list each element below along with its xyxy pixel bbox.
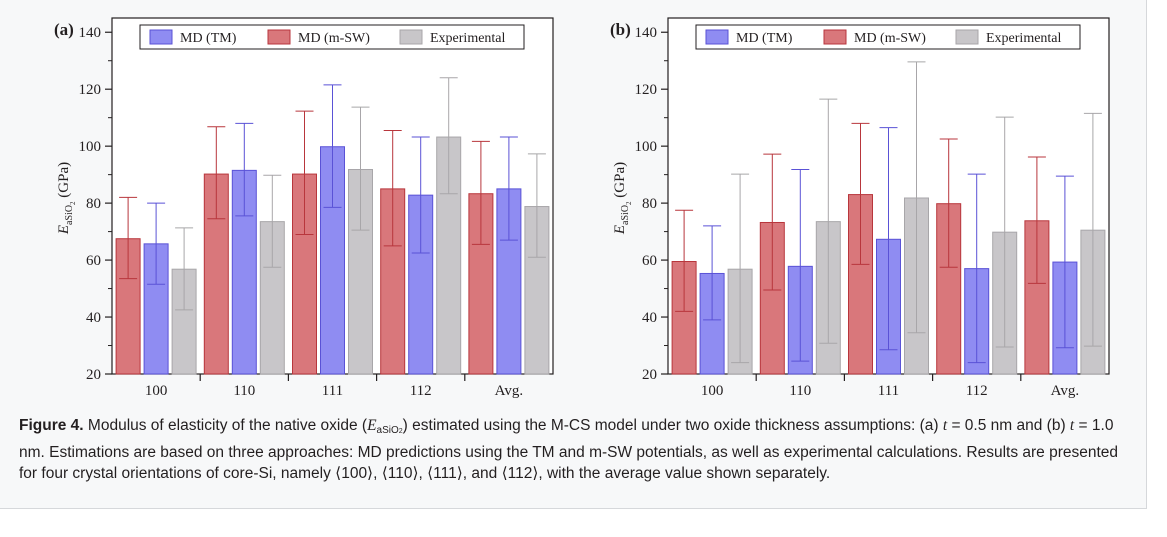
bar-group	[936, 138, 962, 375]
caption-math-e: E	[367, 417, 377, 434]
bar-group	[815, 98, 841, 375]
x-category-label: 112	[410, 383, 432, 399]
legend-swatch	[149, 29, 173, 45]
x-category-label: 110	[789, 383, 811, 399]
legend-swatch	[267, 29, 291, 45]
bar-group	[671, 209, 697, 375]
legend-swatch	[823, 29, 847, 45]
bar-group	[727, 173, 753, 375]
bar-group	[203, 126, 229, 375]
caption-figure-label: Figure 4.	[19, 417, 84, 434]
bar-group	[964, 173, 990, 375]
y-tick-label: 60	[86, 253, 101, 269]
bar-group	[408, 136, 434, 375]
bar-group	[259, 174, 285, 375]
figure-panel: 20 40 60 80 100 120 140 EaSiO2 (GPa) 100 110 111 11…	[0, 0, 1147, 509]
panel-label: (a)	[54, 20, 74, 39]
x-category-label: 112	[966, 383, 988, 399]
x-category-label: Avg.	[1051, 383, 1079, 399]
legend-label: MD (TM)	[180, 31, 237, 46]
y-axis-subscript: aSiO	[620, 205, 631, 225]
bar-group	[115, 196, 141, 375]
legend-label: Experimental	[986, 31, 1062, 46]
y-tick-label: 100	[79, 139, 102, 155]
bar	[759, 221, 785, 375]
y-tick-label: 120	[635, 82, 658, 98]
bar-group	[759, 153, 785, 375]
legend-box	[139, 24, 525, 50]
y-tick-label: 120	[79, 82, 102, 98]
bar-group	[320, 84, 345, 375]
caption-math-t2: t	[1069, 417, 1075, 434]
bar-group	[292, 110, 317, 375]
y-axis-title: EaSiO2 (GPa)	[612, 162, 633, 235]
bar-group	[848, 122, 873, 375]
caption-math-sub: aSiO2	[377, 425, 403, 436]
y-axis-unit: (GPa)	[612, 162, 628, 202]
y-tick-label: 100	[635, 139, 658, 155]
figure-caption: Figure 4. Modulus of elasticity of the n…	[19, 415, 1134, 484]
caption-text-2: ) estimated using the M-CS model under t…	[402, 417, 943, 434]
bar-group	[231, 122, 257, 375]
bar-group	[876, 127, 901, 375]
bar-group	[787, 169, 813, 375]
y-axis-subscript-index: 2	[625, 201, 633, 205]
panel-label: (b)	[610, 20, 631, 39]
y-axis-title: EaSiO2 (GPa)	[56, 162, 77, 235]
bar-group	[348, 106, 373, 375]
y-tick-label: 140	[635, 25, 658, 41]
legend-swatch	[399, 29, 423, 45]
legend-box	[695, 24, 1081, 50]
bar-group	[143, 202, 169, 375]
x-category-label: 111	[322, 383, 343, 399]
bar-group	[524, 153, 550, 375]
y-axis-subscript-index: 2	[69, 201, 77, 205]
caption-text-3: = 0.5 nm and (b)	[947, 417, 1070, 434]
caption-math-sub-text: aSiO	[376, 425, 399, 436]
x-category-label: 100	[701, 383, 724, 399]
bar-group	[1052, 175, 1078, 375]
caption-text-4: = 1.0 nm. Estimations are based on three…	[19, 417, 1119, 482]
y-tick-label: 80	[86, 196, 101, 212]
bar-group	[496, 136, 522, 375]
x-category-label: 100	[145, 383, 168, 399]
y-tick-label: 40	[642, 310, 657, 326]
bar-group	[436, 77, 462, 375]
caption-math-t1: t	[942, 417, 948, 434]
x-category-label: Avg.	[495, 383, 523, 399]
bar-group	[1024, 156, 1050, 375]
legend-label: MD (TM)	[736, 31, 793, 46]
y-tick-label: 80	[642, 196, 657, 212]
y-axis-subscript: aSiO	[64, 205, 75, 225]
bar-group	[1080, 112, 1106, 375]
bar-group	[380, 129, 406, 375]
caption-text-1: Modulus of elasticity of the native oxid…	[83, 417, 368, 434]
y-axis-symbol: E	[612, 225, 628, 235]
y-axis-symbol: E	[56, 225, 72, 235]
caption-math-sub-index: 2	[398, 428, 403, 435]
y-tick-label: 40	[86, 310, 101, 326]
legend-label: MD (m-SW)	[298, 31, 370, 46]
bar-group	[468, 140, 494, 375]
y-tick-label: 20	[642, 367, 657, 383]
bar-group	[904, 61, 929, 375]
y-tick-label: 60	[642, 253, 657, 269]
bar-group	[171, 227, 197, 375]
x-category-label: 111	[878, 383, 899, 399]
legend-label: Experimental	[430, 31, 506, 46]
y-tick-label: 140	[79, 25, 102, 41]
legend-label: MD (m-SW)	[854, 31, 926, 46]
y-tick-label: 20	[86, 367, 101, 383]
bar-group	[699, 225, 725, 375]
bar-group	[992, 116, 1018, 375]
x-category-label: 110	[233, 383, 255, 399]
legend-swatch	[705, 29, 729, 45]
legend-swatch	[955, 29, 979, 45]
y-axis-unit: (GPa)	[56, 162, 72, 202]
